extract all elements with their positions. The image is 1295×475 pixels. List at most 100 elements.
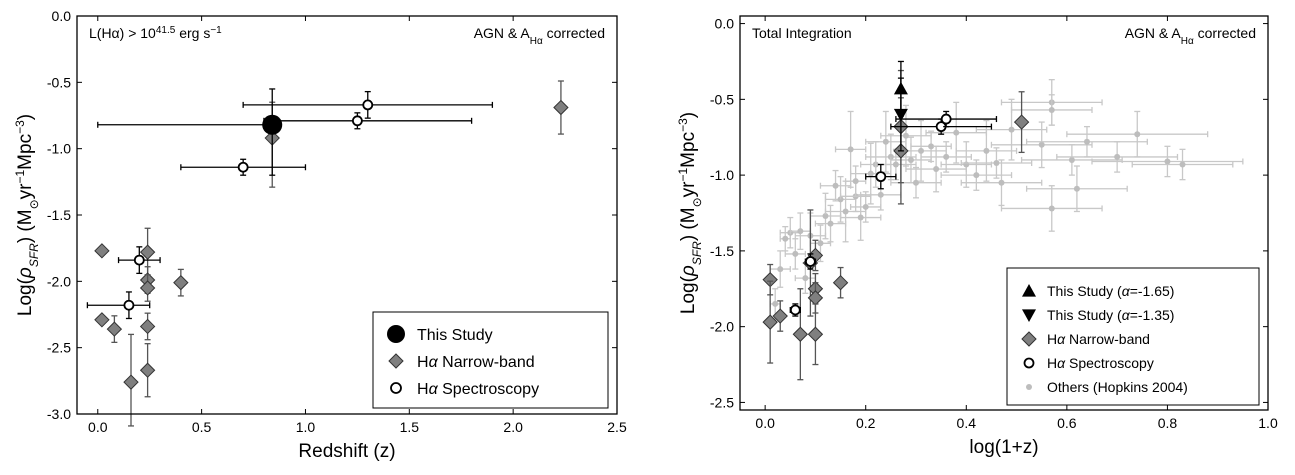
data-marker: [797, 228, 804, 235]
x-tick-label: 1.5: [400, 419, 420, 435]
data-marker: [772, 300, 779, 307]
legend-marker: [1022, 284, 1036, 297]
data-marker: [837, 196, 844, 203]
legend-marker: [1023, 357, 1035, 369]
y-tick-label: 0.0: [715, 16, 735, 32]
data-point: [792, 288, 809, 381]
data-point: [106, 315, 123, 344]
data-marker: [1048, 106, 1055, 113]
legend-item: Hα Narrow-band: [1021, 331, 1150, 347]
data-point: [807, 282, 824, 314]
data-point: [1020, 144, 1123, 176]
data-point: [1010, 94, 1093, 126]
legend-marker: [1026, 384, 1032, 390]
y-tick-label: -2.5: [710, 394, 734, 410]
data-marker: [993, 159, 1000, 166]
data-point: [839, 194, 882, 241]
data-point: [925, 101, 988, 164]
y-tick-label: -1.5: [710, 243, 734, 259]
legend-box: [1006, 267, 1260, 406]
data-marker: [842, 208, 849, 215]
data-marker: [805, 256, 816, 267]
x-tick-label: 0.0: [755, 415, 775, 431]
data-point: [1056, 141, 1179, 173]
data-marker: [940, 113, 952, 125]
data-marker: [875, 171, 887, 183]
y-tick-label: -1.5: [47, 207, 71, 223]
data-point: [940, 159, 1013, 191]
data-point: [1025, 165, 1128, 213]
legend-item: Hα Narrow-band: [388, 353, 535, 371]
data-marker: [1038, 141, 1045, 148]
data-marker: [106, 321, 123, 337]
data-point: [990, 121, 1093, 169]
x-tick-label: 2.5: [607, 419, 627, 435]
data-point: [960, 147, 1033, 179]
data-marker: [862, 203, 869, 210]
data-marker: [893, 108, 908, 122]
legend-item: This Study (α=-1.35): [1022, 307, 1174, 323]
data-marker: [1068, 156, 1075, 163]
data-marker: [852, 178, 859, 185]
data-marker: [832, 182, 839, 189]
data-point: [824, 180, 867, 243]
data-marker: [772, 308, 788, 324]
data-marker: [777, 266, 784, 273]
data-point: [905, 145, 967, 193]
data-marker: [792, 250, 799, 257]
legend-label: Others (Hopkins 2004): [1047, 379, 1188, 395]
data-marker: [847, 146, 854, 153]
data-marker: [262, 114, 283, 135]
data-point: [940, 141, 993, 188]
data-point: [920, 141, 972, 173]
y-tick-label: -1.0: [47, 141, 71, 157]
data-marker: [857, 214, 864, 221]
annotation-right: AGN & AHα corrected: [474, 25, 605, 47]
legend-marker: [1022, 309, 1036, 322]
series-open-circle: [86, 90, 494, 320]
x-tick-label: 1.0: [296, 419, 316, 435]
legend-label: Hα Narrow-band: [417, 354, 535, 371]
data-point: [173, 268, 189, 297]
data-marker: [807, 326, 824, 342]
data-point: [1091, 145, 1244, 178]
data-point: [1025, 125, 1148, 158]
legend: This Study (α=-1.65) This Study (α=-1.35)…: [1006, 267, 1260, 406]
data-marker: [139, 280, 156, 296]
data-marker: [362, 99, 374, 111]
data-marker: [973, 172, 980, 179]
data-marker: [822, 213, 829, 220]
data-marker: [139, 362, 156, 378]
data-marker: [892, 161, 899, 168]
data-point: [94, 243, 110, 259]
data-point: [769, 250, 791, 288]
data-marker: [762, 314, 778, 330]
data-marker: [827, 220, 834, 227]
data-marker: [123, 374, 139, 390]
data-marker: [553, 99, 569, 116]
annotation-right: AGN & AHα corrected: [1125, 25, 1256, 47]
data-marker: [173, 274, 189, 291]
legend-box: [372, 311, 609, 409]
data-point: [789, 303, 801, 317]
legend-item: This Study: [387, 325, 493, 344]
data-point: [553, 80, 569, 135]
y-tick-label: -2.0: [710, 319, 734, 335]
y-tick-label: -0.5: [47, 74, 71, 90]
plot-frame: [76, 15, 618, 415]
x-tick-label: 2.0: [503, 419, 523, 435]
data-marker: [1134, 131, 1141, 138]
legend-item: This Study (α=-1.65): [1022, 283, 1174, 299]
legend-marker: [1021, 331, 1037, 347]
data-point: [1066, 110, 1209, 158]
data-point: [117, 246, 161, 275]
data-point: [263, 112, 473, 130]
data-point: [1013, 91, 1030, 154]
data-marker: [877, 191, 884, 198]
data-marker: [928, 143, 935, 150]
data-marker: [1008, 126, 1015, 133]
y-tick-label: -2.5: [47, 340, 71, 356]
data-point: [139, 343, 156, 398]
